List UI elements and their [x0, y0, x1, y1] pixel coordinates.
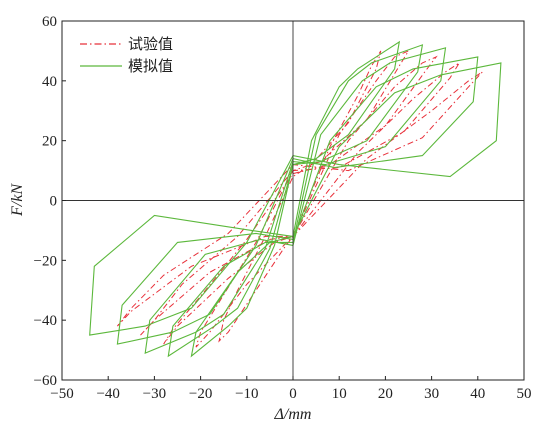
y-tick-label: −20 [34, 253, 57, 269]
legend-label-sim: 模拟值 [128, 57, 173, 75]
y-tick-label: −40 [34, 313, 57, 329]
x-tick-label: −40 [96, 386, 119, 402]
test-series-loop-1 [218, 50, 382, 343]
ticks-layer: −50 −40 −30 −20 −10 0 10 20 30 40 50 −60 −40 −20 0 20 40… [34, 14, 532, 402]
x-tick-label: 50 [517, 386, 532, 402]
legend: 试验值 模拟值 [80, 35, 173, 75]
y-tick-label: 0 [50, 194, 58, 210]
x-tick-label: −10 [235, 386, 258, 402]
x-tick-label: −30 [143, 386, 166, 402]
x-tick-label: 0 [289, 386, 297, 402]
x-tick-label: −50 [50, 386, 73, 402]
x-tick-label: 40 [470, 386, 485, 402]
x-tick-label: 10 [332, 386, 347, 402]
y-tick-label: 40 [42, 74, 57, 90]
x-tick-label: 20 [378, 386, 393, 402]
legend-label-test: 试验值 [128, 35, 173, 53]
x-tick-label: 30 [424, 386, 439, 402]
y-tick-label: 60 [42, 14, 57, 30]
test-series-loop-3 [163, 55, 438, 345]
x-axis-title: Δ/mm [274, 406, 312, 423]
x-tick-label: −20 [189, 386, 212, 402]
y-tick-label: −60 [34, 373, 57, 389]
y-tick-label: 20 [42, 134, 57, 150]
y-axis-title: F/kN [9, 183, 26, 217]
